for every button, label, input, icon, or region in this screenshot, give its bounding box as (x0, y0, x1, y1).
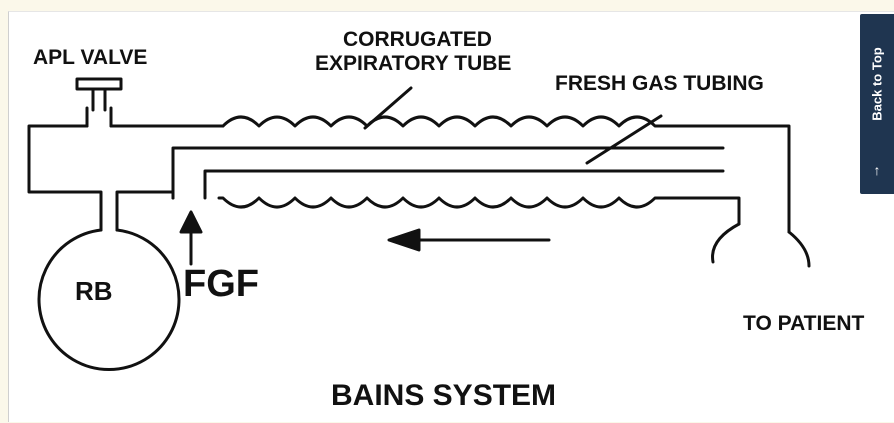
corrugated-label-line1: CORRUGATED (343, 28, 492, 51)
to-patient-label: TO PATIENT (743, 312, 865, 335)
fresh-gas-tubing-label: FRESH GAS TUBING (555, 72, 764, 95)
diagram-title: BAINS SYSTEM (331, 379, 556, 412)
fgf-arrow-icon (179, 210, 203, 266)
patient-end-left (711, 222, 741, 264)
patient-end-right (787, 230, 811, 268)
flow-direction-arrow-icon (387, 228, 551, 252)
apl-valve-label: APL VALVE (33, 46, 147, 69)
back-to-top-label: Back to Top (869, 47, 885, 121)
fresh-gas-leader-line (585, 114, 663, 165)
fgf-label: FGF (183, 263, 259, 305)
fresh-gas-tubing-outer (171, 146, 725, 200)
apl-valve-shape (75, 77, 123, 128)
bains-system-diagram: APL VALVE CORRUGATED EXPIRATORY TUBE FRE… (8, 11, 894, 422)
arrow-up-icon: ↑ (873, 162, 881, 178)
fresh-gas-tubing-inner (203, 169, 725, 200)
corrugated-tube-top (221, 115, 791, 234)
bains-system-drawing: APL VALVE CORRUGATED EXPIRATORY TUBE FRE… (27, 28, 865, 412)
reservoir-bag-label: RB (75, 276, 113, 306)
manifold-outline (27, 124, 103, 232)
manifold-lower (115, 190, 175, 232)
back-to-top-button[interactable]: Back to Top ↑ (860, 14, 894, 194)
corrugated-leader-line (363, 86, 413, 130)
reservoir-bag (37, 228, 181, 371)
corrugated-tube-bottom (217, 196, 741, 226)
corrugated-label-line2: EXPIRATORY TUBE (315, 52, 511, 75)
